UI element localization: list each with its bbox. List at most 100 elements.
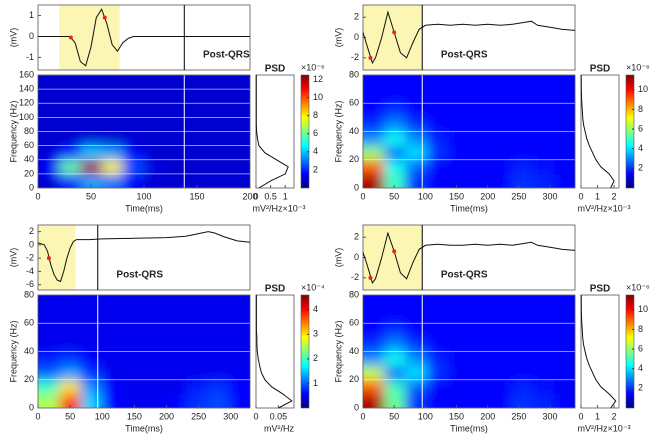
x-tick-label: 0.05 xyxy=(270,411,288,421)
heat-cell xyxy=(405,75,428,90)
heat-cell xyxy=(59,351,82,367)
heat-cell xyxy=(101,295,124,310)
x-tick-label: 250 xyxy=(511,411,526,421)
heat-cell xyxy=(532,309,555,324)
heat-cell xyxy=(101,323,124,338)
heat-cell xyxy=(447,295,470,310)
heat-cell xyxy=(490,337,512,352)
x-tick-label: 250 xyxy=(191,411,206,421)
heat-cell xyxy=(123,351,145,367)
ecg-frame xyxy=(37,224,251,291)
heat-cell xyxy=(469,365,491,381)
y-tick-label: 60 xyxy=(24,318,34,328)
heat-cell xyxy=(38,337,61,352)
heat-cell xyxy=(405,103,428,118)
heat-cell xyxy=(59,103,81,118)
x-tick-label: 1 xyxy=(283,191,288,201)
heat-cell xyxy=(447,145,470,161)
heat-cell xyxy=(469,75,491,90)
heat-cell xyxy=(511,351,534,367)
heat-cell xyxy=(186,337,209,352)
colorbar-tick-label: 2 xyxy=(638,163,643,173)
x-tick-label: 300 xyxy=(223,411,238,421)
x-tick-label: 100 xyxy=(95,411,110,421)
x-tick-label: 100 xyxy=(136,191,151,201)
y-tick-label: -1 xyxy=(26,52,34,62)
x-tick-label: 250 xyxy=(511,191,526,201)
heat-cell xyxy=(229,309,250,324)
heat-cell xyxy=(144,89,166,104)
heat-cell xyxy=(553,365,575,381)
heat-cell xyxy=(532,351,555,367)
heat-cell xyxy=(490,117,512,132)
heat-cell xyxy=(101,337,124,352)
heat-cell xyxy=(426,365,449,381)
heat-cell xyxy=(144,75,166,90)
heat-cell xyxy=(186,351,209,367)
heat-cell xyxy=(38,145,60,161)
heat-cell xyxy=(207,323,230,338)
heat-cell xyxy=(469,89,491,104)
heat-cell xyxy=(80,75,103,90)
heat-cell xyxy=(363,159,385,175)
heat-cell xyxy=(229,351,250,367)
x-tick-label: 2 xyxy=(612,411,617,421)
heat-cell xyxy=(186,145,209,161)
heatmap xyxy=(363,75,575,188)
heat-cell xyxy=(490,145,512,161)
heat-cell xyxy=(80,365,103,381)
heat-cell xyxy=(38,159,60,175)
heat-cell xyxy=(165,295,188,310)
heat-cell xyxy=(469,131,491,147)
heat-cell xyxy=(447,117,470,132)
colorbar-tick-label: 4 xyxy=(638,363,643,373)
heatmap-cells xyxy=(38,295,250,408)
heat-cell xyxy=(447,337,470,352)
heat-cell xyxy=(123,323,145,338)
qrs-highlight xyxy=(363,5,423,70)
heat-cell xyxy=(469,309,491,324)
heat-cell xyxy=(426,145,449,161)
heat-cell xyxy=(490,365,512,381)
heat-cell xyxy=(101,365,124,381)
heat-cell xyxy=(553,323,575,338)
heat-cell xyxy=(384,145,406,161)
heat-cell xyxy=(80,351,103,367)
heat-cell xyxy=(426,295,449,310)
heat-cell xyxy=(532,89,555,104)
ecg-trace xyxy=(362,10,576,65)
colorbar-tick-label: 2 xyxy=(313,164,318,174)
heat-cell xyxy=(363,365,385,381)
x-axis-label: mV²/Hz×10⁻³ xyxy=(577,203,630,213)
x-tick-label: 100 xyxy=(418,411,433,421)
heat-cell xyxy=(426,117,449,132)
heat-cell xyxy=(207,75,230,90)
heat-cell xyxy=(363,323,385,338)
heat-cell xyxy=(38,351,61,367)
heat-cell xyxy=(80,103,103,118)
heat-cell xyxy=(511,295,534,310)
heat-cell xyxy=(511,173,534,188)
colorbar-tick-label: 4 xyxy=(313,146,318,156)
x-tick-label: 0 xyxy=(578,191,583,201)
heat-cell xyxy=(447,159,470,175)
y-tick-label: 80 xyxy=(349,69,359,79)
heat-cell xyxy=(186,159,209,175)
ecg-frame xyxy=(37,4,251,71)
y-tick-label: -6 xyxy=(26,279,34,289)
y-axis-label: Frequency (Hz) xyxy=(333,100,343,162)
y-tick-label: 60 xyxy=(24,140,34,150)
heat-cell xyxy=(384,159,406,175)
heat-cell xyxy=(101,379,124,395)
heat-cell xyxy=(363,75,385,90)
heat-cell xyxy=(511,159,534,175)
y-tick-label: 40 xyxy=(349,346,359,356)
heat-cell xyxy=(144,131,166,147)
heat-cell xyxy=(228,103,250,118)
heat-cell xyxy=(144,351,167,367)
heat-cell xyxy=(207,131,230,147)
heatmap xyxy=(363,295,575,408)
heat-cell xyxy=(363,117,385,132)
heat-cell xyxy=(532,117,555,132)
heat-cell xyxy=(123,309,145,324)
